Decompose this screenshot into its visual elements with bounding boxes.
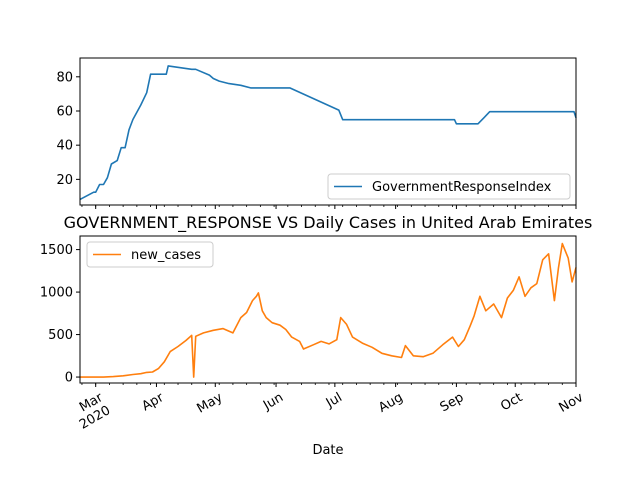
x-axis-title: Date — [312, 443, 343, 458]
top-y-tick-label: 80 — [56, 70, 73, 85]
top-chart-panel: 20 40 60 80 GovernmentResponseIndex — [56, 57, 577, 209]
bottom-legend: new_cases — [86, 241, 214, 268]
bottom-series-group — [80, 242, 577, 378]
top-y-tick-label: 20 — [56, 173, 73, 188]
top-y-axis: 20 40 60 80 — [56, 70, 80, 188]
top-axes-frame — [79, 57, 577, 206]
bottom-axes-frame — [79, 235, 577, 384]
bottom-legend-box — [86, 241, 214, 268]
top-series-line — [79, 65, 577, 201]
top-series-group — [79, 65, 577, 201]
bottom-series-line — [80, 242, 577, 378]
bottom-y-tick-label: 500 — [48, 328, 73, 343]
top-legend: GovernmentResponseIndex — [327, 173, 571, 200]
top-legend-box — [327, 173, 571, 200]
bottom-y-axis: 0 500 1000 1500 — [40, 243, 80, 386]
chart-title: GOVERNMENT_RESPONSE VS Daily Cases in Un… — [64, 213, 593, 233]
bottom-y-tick-label: 1000 — [40, 286, 73, 301]
top-y-tick-label: 60 — [56, 104, 73, 119]
bottom-legend-label: new_cases — [131, 248, 201, 263]
bottom-y-tick-label: 0 — [65, 371, 73, 386]
top-legend-label: GovernmentResponseIndex — [372, 180, 552, 195]
top-y-tick-label: 40 — [56, 139, 73, 154]
bottom-y-tick-label: 1500 — [40, 243, 73, 258]
x-tick-label: Jul — [323, 390, 345, 411]
